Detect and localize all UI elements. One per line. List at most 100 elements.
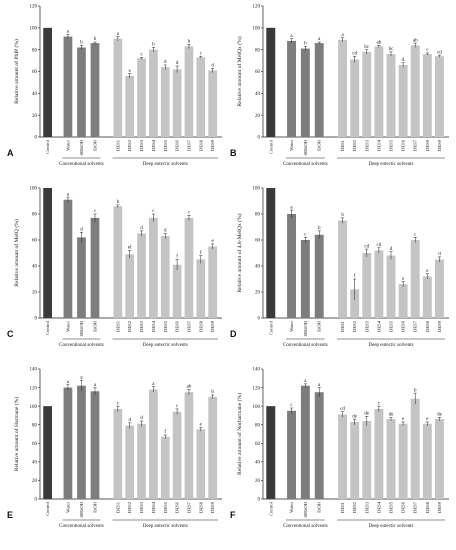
bar-control	[266, 27, 276, 137]
significance-label: cd	[437, 50, 442, 55]
y-axis-label: Relative amount of MeIQ (%)	[13, 219, 20, 287]
bar-des9	[208, 70, 218, 137]
bar-etoh	[90, 391, 100, 499]
significance-label: b	[80, 41, 83, 46]
significance-label: b	[211, 390, 214, 395]
significance-label: d	[80, 227, 83, 232]
bar-des5	[160, 436, 170, 499]
x-tick-label: DES9	[437, 501, 442, 513]
bar-des3	[137, 233, 146, 318]
x-tick-label: DES5	[389, 320, 394, 332]
bar-des6	[398, 64, 408, 137]
y-tick-label: 0	[35, 498, 38, 503]
x-tick-label: 80EtOH	[303, 320, 308, 336]
significance-label: d	[390, 247, 393, 252]
x-tick-label: DES2	[352, 320, 357, 332]
x-tick-label: DES4	[151, 139, 156, 151]
y-tick-label: 60	[32, 442, 38, 447]
x-tick-label: Control	[268, 320, 273, 335]
y-tick-label: 100	[30, 27, 38, 32]
x-tick-label: DES6	[401, 139, 406, 151]
y-tick-label: 60	[255, 70, 261, 75]
significance-label: ab	[187, 385, 192, 390]
significance-label: bc	[364, 45, 370, 50]
x-tick-label: DES2	[352, 139, 357, 151]
y-tick-label: 100	[253, 187, 261, 192]
significance-label: cd	[352, 51, 357, 56]
significance-label: b	[117, 200, 120, 205]
x-tick-label: EtOH	[93, 320, 98, 331]
x-tick-label: DES1	[340, 501, 345, 513]
bar-control	[43, 406, 52, 499]
group-label-des: Deep eutectic solvents	[143, 343, 188, 348]
significance-label: a	[341, 33, 344, 38]
bar-des5	[160, 67, 170, 137]
significance-label: d	[402, 58, 405, 63]
x-tick-label: EtOH	[317, 139, 322, 150]
bar-etoh	[90, 217, 100, 318]
x-tick-label: DES7	[186, 501, 191, 513]
y-tick-label: 0	[35, 136, 38, 141]
significance-label: f	[176, 255, 178, 260]
significance-label: e	[426, 417, 429, 422]
panel-letter: A	[7, 148, 14, 158]
significance-label: d	[438, 252, 441, 257]
bar-des2	[125, 254, 135, 318]
bar-des2	[125, 75, 135, 137]
bar-etoh	[90, 43, 100, 137]
x-tick-label: DES7	[413, 320, 418, 332]
bar-des8	[196, 259, 206, 318]
bar-des6	[398, 423, 408, 499]
bar-80etoh	[77, 47, 86, 137]
significance-label: bc	[389, 47, 395, 52]
group-label-des: Deep eutectic solvents	[143, 524, 188, 529]
significance-label: f	[164, 430, 166, 435]
bar-des8	[422, 54, 432, 137]
bar-80etoh	[77, 385, 86, 499]
y-tick-label: 60	[255, 442, 261, 447]
significance-label: a	[318, 383, 321, 388]
bar-des8	[196, 57, 206, 137]
bar-des9	[208, 396, 218, 499]
significance-label: d	[128, 418, 131, 423]
x-tick-label: 80EtOH	[303, 501, 308, 517]
x-tick-label: Water	[65, 502, 70, 513]
bar-etoh	[314, 234, 324, 318]
x-tick-label: DES2	[127, 320, 132, 332]
significance-label: e	[426, 269, 429, 274]
group-label-des: Deep eutectic solvents	[369, 343, 414, 348]
significance-label: b	[94, 37, 97, 42]
bar-control	[266, 188, 276, 318]
significance-label: b	[414, 388, 417, 393]
significance-label: c	[94, 209, 97, 214]
significance-label: a	[67, 192, 70, 197]
y-axis-label: Relative amount of Harmane (%)	[13, 397, 20, 472]
chart-panel-c: 0 20 40 60 80 100 Relative amount of MeIQ (%) C…	[7, 187, 222, 348]
x-tick-label: DES3	[364, 139, 369, 151]
x-tick-label: DES9	[437, 139, 442, 151]
significance-label: e	[200, 423, 203, 428]
significance-label: b	[304, 42, 307, 47]
x-tick-label: 80EtOH	[79, 320, 84, 336]
significance-label: a	[290, 205, 293, 210]
y-tick-label: 40	[255, 92, 261, 97]
group-label-conventional: Conventional solvents	[59, 162, 104, 167]
x-tick-label: Control	[45, 139, 50, 154]
x-tick-label: 80EtOH	[79, 501, 84, 517]
significance-label: c	[378, 401, 381, 406]
x-tick-label: DES8	[198, 139, 203, 151]
x-tick-label: DES2	[127, 501, 132, 513]
x-tick-label: EtOH	[317, 501, 322, 512]
x-tick-label: EtOH	[317, 320, 322, 331]
y-tick-label: 0	[258, 136, 261, 141]
chart-panel-e: 0 20 40 60 80 100 120 140 Relative amount of Har…	[7, 368, 222, 529]
bar-des5	[386, 419, 396, 499]
x-tick-label: DES7	[186, 139, 191, 151]
bar-des3	[137, 423, 146, 499]
significance-label: de	[389, 412, 395, 417]
y-tick-label: 0	[35, 317, 38, 322]
panel-letter: D	[230, 329, 237, 339]
group-label-conventional: Conventional solvents	[59, 524, 104, 529]
significance-label: d	[164, 229, 167, 234]
x-tick-label: DES5	[163, 501, 168, 513]
